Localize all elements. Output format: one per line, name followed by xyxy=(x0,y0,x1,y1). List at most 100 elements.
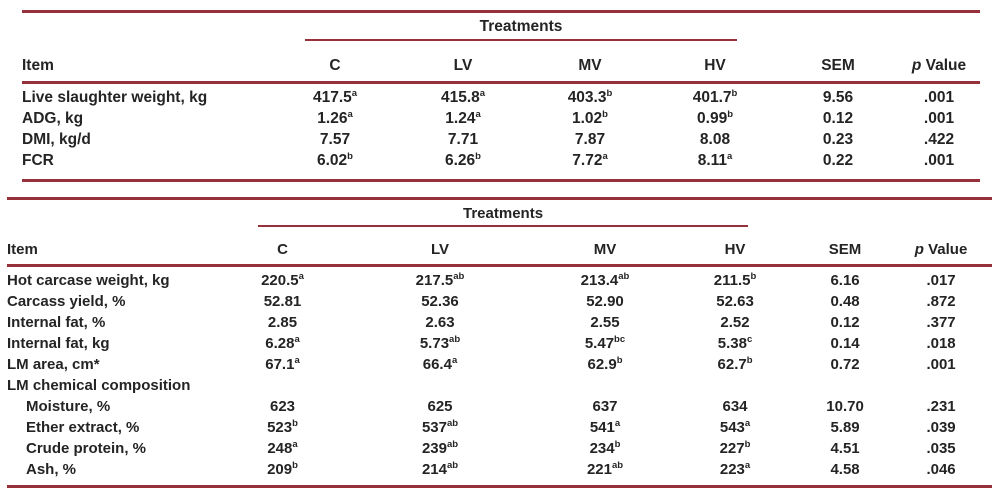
data-cell: 2.85 xyxy=(267,314,298,331)
data-cell: .422 xyxy=(923,131,955,148)
significance-superscript: a xyxy=(614,418,621,429)
row-item-label: Internal fat, kg xyxy=(7,335,110,352)
significance-superscript: ab xyxy=(449,334,461,345)
significance-superscript: c xyxy=(746,334,753,345)
row-item-label: Ether extract, % xyxy=(26,419,140,436)
row-item-label: LM area, cm* xyxy=(7,356,100,373)
data-cell: 10.70 xyxy=(826,398,864,415)
data-cell: 5.38c xyxy=(717,334,753,352)
data-cell: .231 xyxy=(926,398,956,415)
significance-superscript: b xyxy=(750,271,757,282)
data-cell: 239ab xyxy=(421,439,459,457)
data-cell: 223a xyxy=(719,460,751,478)
data-cell: .377 xyxy=(926,314,956,331)
significance-superscript: a xyxy=(475,108,481,120)
data-cell: 0.12 xyxy=(830,314,860,331)
data-cell: 634 xyxy=(722,398,748,415)
data-cell: 0.48 xyxy=(830,293,860,310)
data-cell: 6.16 xyxy=(830,272,860,289)
data-cell: 227b xyxy=(719,439,751,457)
column-header-p-value: p Value xyxy=(890,227,993,267)
data-cell xyxy=(225,375,340,396)
column-header-p-value: p Value xyxy=(898,41,981,84)
data-cell xyxy=(890,375,992,396)
table-row: Carcass yield, % 52.81 52.36 52.90 52.63 0.48… xyxy=(7,291,992,312)
data-cell: 1.26a xyxy=(317,108,353,127)
treatments-spanner-cell: Treatments xyxy=(272,12,778,41)
significance-superscript: b xyxy=(731,87,738,99)
data-cell: 217.5ab xyxy=(415,271,465,289)
data-cell: 6.28a xyxy=(265,334,300,352)
data-cell: .001 xyxy=(923,89,955,106)
table-row: Moisture, % 623 625 637 634 10.70 .231 xyxy=(7,396,992,417)
spanner-empty-cell xyxy=(22,12,272,42)
table-row: Internal fat, % 2.85 2.63 2.55 2.52 0.12 .377 xyxy=(7,312,992,333)
data-cell: .039 xyxy=(926,419,956,436)
data-cell: .018 xyxy=(926,335,956,352)
table-row: DMI, kg/d 7.57 7.71 7.87 8.08 0.23 .422 xyxy=(22,129,980,150)
data-cell: 7.57 xyxy=(319,131,351,148)
spanner-empty-cell xyxy=(7,199,225,228)
column-header-c: C xyxy=(225,227,340,267)
data-cell: 523b xyxy=(267,418,298,436)
row-item-label: Carcass yield, % xyxy=(7,293,126,310)
data-cell: .001 xyxy=(926,356,956,373)
column-header-mv: MV xyxy=(528,41,652,84)
significance-superscript: ab xyxy=(446,418,459,429)
column-header-row: Item C LV MV HV SEM p Value xyxy=(7,227,993,267)
significance-superscript: a xyxy=(347,108,353,120)
significance-superscript: a xyxy=(351,87,358,99)
data-cell: 0.72 xyxy=(830,356,860,373)
data-cell: 625 xyxy=(427,398,453,415)
data-cell: 0.12 xyxy=(822,110,854,127)
significance-superscript: b xyxy=(475,150,481,162)
treatments-spanner-cell: Treatments xyxy=(225,199,800,227)
column-header-sem: SEM xyxy=(800,227,891,267)
significance-superscript: a xyxy=(292,439,298,450)
data-cell: 52.36 xyxy=(421,293,459,310)
significance-superscript: a xyxy=(602,150,608,162)
data-cell: 1.24a xyxy=(445,108,481,127)
data-cell: 0.23 xyxy=(822,131,854,148)
data-cell: 8.08 xyxy=(699,131,731,148)
treatments-spanner-label: Treatments xyxy=(305,18,738,41)
table-row: ADG, kg 1.26a 1.24a 1.02b 0.99b 0.12 .001 xyxy=(22,108,980,129)
table-row: Crude protein, % 248a 239ab 234b 227b 4.51 .03… xyxy=(7,438,992,459)
column-header-item: Item xyxy=(22,41,272,84)
row-item-label: ADG, kg xyxy=(22,110,84,127)
data-cell: 62.9b xyxy=(587,355,623,373)
column-header-sem: SEM xyxy=(778,41,899,84)
table-row: FCR 6.02b 6.26b 7.72a 8.11a 0.22 .001 xyxy=(22,150,980,181)
data-cell: 67.1a xyxy=(265,355,300,373)
data-cell: 234b xyxy=(589,439,621,457)
growth-performance-table: Treatments Item C LV MV HV SEM p Value Live slau… xyxy=(22,10,981,182)
significance-superscript: a xyxy=(744,418,751,429)
data-cell: 0.99b xyxy=(697,108,733,127)
data-cell: .872 xyxy=(926,293,956,310)
data-cell: 7.87 xyxy=(574,131,606,148)
data-cell: 7.72a xyxy=(572,150,608,169)
data-cell xyxy=(800,375,890,396)
data-cell: 2.55 xyxy=(590,314,620,331)
table-row: Ash, % 209b 214ab 221ab 223a 4.58 .046 xyxy=(7,459,992,487)
row-item-label: Live slaughter weight, kg xyxy=(22,89,208,106)
data-cell: 52.63 xyxy=(716,293,754,310)
data-cell: 52.90 xyxy=(586,293,624,310)
data-cell: 415.8a xyxy=(440,87,486,106)
data-cell: 2.52 xyxy=(720,314,750,331)
column-header-row: Item C LV MV HV SEM p Value xyxy=(22,41,981,84)
data-cell: 541a xyxy=(589,418,621,436)
p-italic: p xyxy=(911,57,922,74)
data-cell: 1.02b xyxy=(572,108,608,127)
significance-superscript: a xyxy=(298,271,304,282)
column-header-lv: LV xyxy=(340,227,540,267)
significance-superscript: b xyxy=(606,87,613,99)
data-cell: 66.4a xyxy=(422,355,458,373)
significance-superscript: a xyxy=(294,355,300,366)
data-cell: 5.73ab xyxy=(419,334,461,352)
column-header-hv: HV xyxy=(652,41,779,84)
significance-superscript: ab xyxy=(618,271,630,282)
significance-superscript: b xyxy=(727,108,733,120)
significance-superscript: a xyxy=(294,334,300,345)
significance-superscript: b xyxy=(602,108,608,120)
